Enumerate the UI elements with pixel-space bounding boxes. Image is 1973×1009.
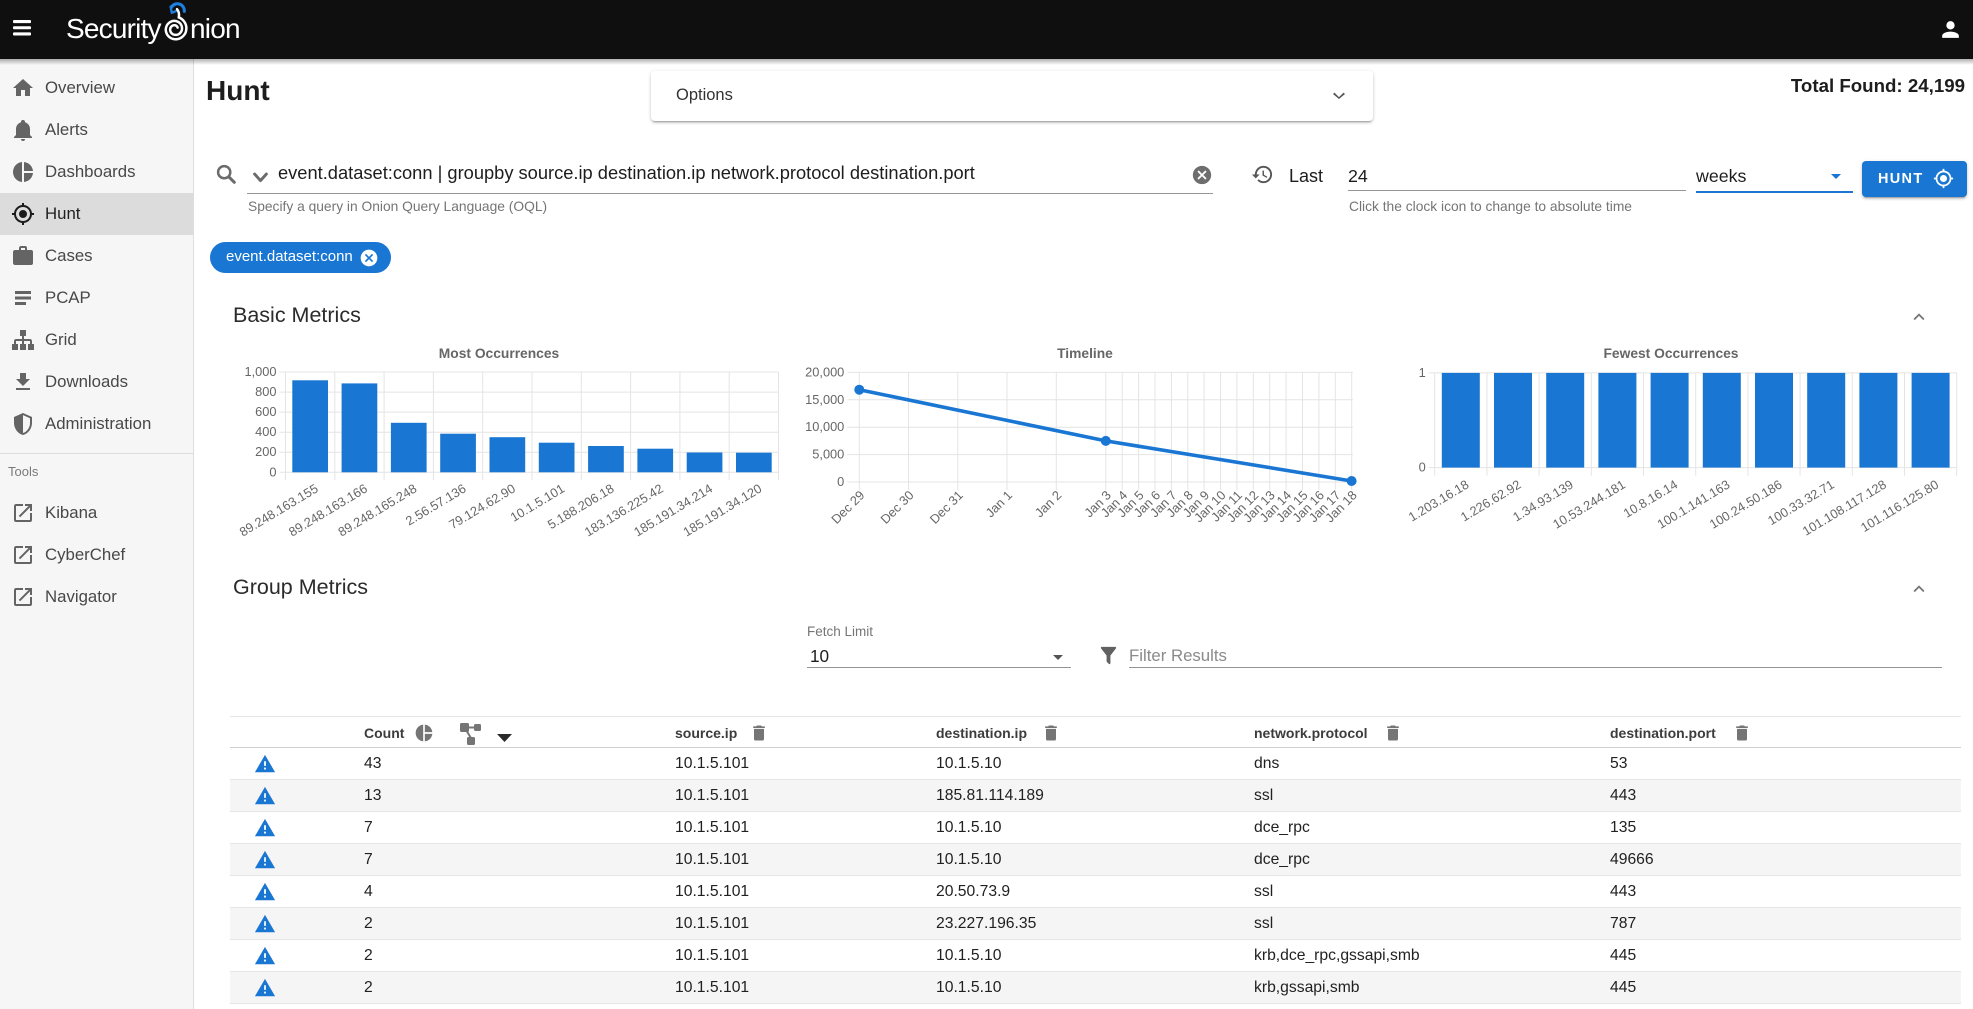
svg-text:15,000: 15,000 — [805, 392, 844, 407]
svg-text:Dec 31: Dec 31 — [927, 488, 966, 527]
svg-text:800: 800 — [255, 384, 276, 399]
svg-text:Jan 1: Jan 1 — [982, 488, 1015, 521]
svg-text:1: 1 — [1419, 365, 1426, 380]
svg-text:Jan 2: Jan 2 — [1032, 488, 1065, 521]
svg-text:Fewest Occurrences: Fewest Occurrences — [1604, 346, 1739, 361]
svg-text:5,000: 5,000 — [812, 447, 844, 462]
svg-text:20,000: 20,000 — [805, 364, 844, 379]
svg-text:0: 0 — [837, 474, 844, 489]
svg-text:1,000: 1,000 — [244, 364, 276, 379]
svg-text:Dec 29: Dec 29 — [828, 488, 867, 527]
svg-text:400: 400 — [255, 424, 276, 439]
svg-text:Dec 30: Dec 30 — [877, 488, 916, 527]
svg-text:0: 0 — [1419, 460, 1426, 475]
svg-text:200: 200 — [255, 444, 276, 459]
svg-text:0: 0 — [269, 464, 276, 479]
svg-text:Most Occurrences: Most Occurrences — [439, 346, 560, 361]
svg-text:10,000: 10,000 — [805, 419, 844, 434]
svg-text:Timeline: Timeline — [1057, 346, 1113, 361]
svg-text:600: 600 — [255, 404, 276, 419]
